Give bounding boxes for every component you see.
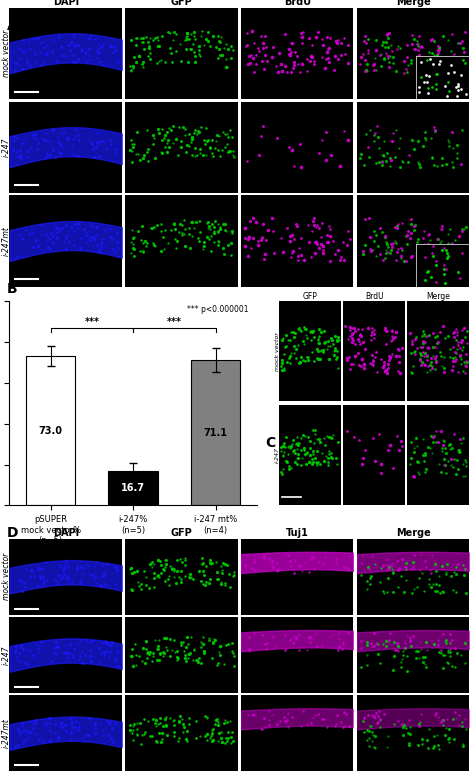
Title: DAPI: DAPI: [53, 0, 79, 7]
Text: C: C: [265, 436, 276, 450]
Y-axis label: i-247: i-247: [275, 447, 280, 464]
Title: BrdU: BrdU: [284, 0, 311, 7]
Y-axis label: i-247: i-247: [2, 137, 11, 157]
Title: Merge: Merge: [427, 292, 450, 301]
Text: 71.1: 71.1: [204, 428, 228, 438]
Text: *** p<0.000001: *** p<0.000001: [187, 305, 249, 314]
Text: D: D: [7, 526, 18, 540]
Y-axis label: i-247mt: i-247mt: [2, 718, 11, 748]
Bar: [26, 356, 75, 506]
Y-axis label: i-247mt: i-247mt: [2, 226, 11, 256]
Title: GFP: GFP: [302, 292, 317, 301]
Title: DAPI: DAPI: [53, 528, 79, 538]
Text: A: A: [7, 19, 18, 33]
Title: Tuj1: Tuj1: [286, 528, 309, 538]
Title: GFP: GFP: [171, 0, 192, 7]
Text: ***: ***: [84, 316, 100, 326]
Text: ***: ***: [167, 316, 182, 326]
Title: Merge: Merge: [396, 0, 430, 7]
Bar: [109, 471, 158, 506]
Title: BrdU: BrdU: [365, 292, 383, 301]
Y-axis label: mock vector: mock vector: [2, 553, 11, 601]
Title: Merge: Merge: [396, 528, 430, 538]
Bar: [191, 360, 240, 506]
Y-axis label: mock vector: mock vector: [2, 30, 11, 77]
Text: 73.0: 73.0: [39, 426, 63, 435]
Y-axis label: i-247: i-247: [2, 645, 11, 664]
Text: B: B: [7, 282, 18, 296]
Y-axis label: mock vector: mock vector: [275, 332, 280, 371]
Text: 16.7: 16.7: [121, 483, 145, 493]
Title: GFP: GFP: [171, 528, 192, 538]
